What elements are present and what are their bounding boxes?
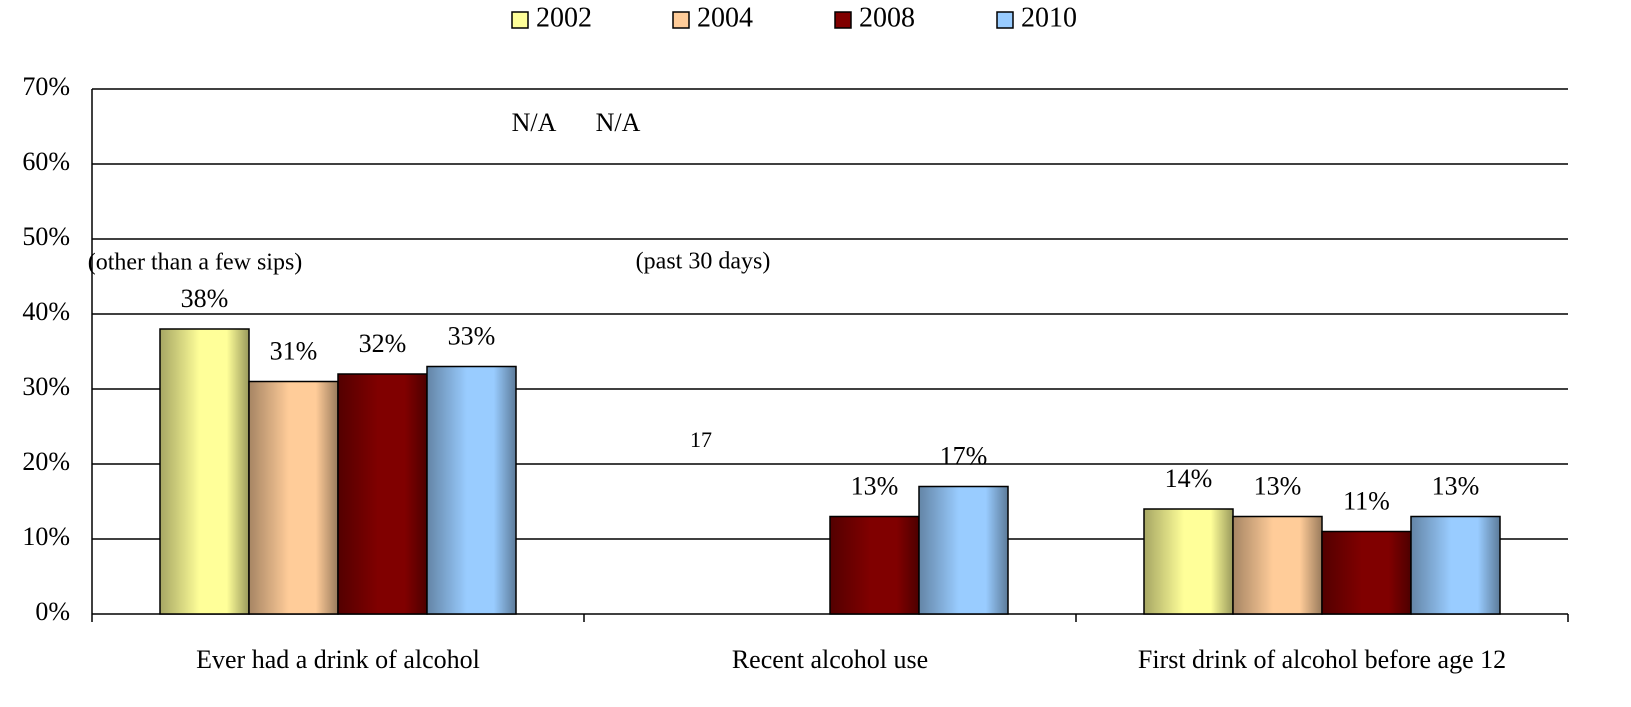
bar — [426, 365, 517, 615]
bar — [159, 328, 250, 615]
y-tick-label: 20% — [22, 447, 70, 476]
x-tick-label: First drink of alcohol before age 12 — [1138, 645, 1506, 674]
legend-label: 2008 — [859, 2, 915, 33]
legend-label: 2010 — [1021, 2, 1077, 33]
bar — [337, 373, 428, 615]
x-tick-label: Ever had a drink of alcohol — [196, 645, 480, 674]
bar — [829, 515, 920, 615]
data-label: 17% — [940, 441, 988, 470]
bar — [1232, 515, 1323, 615]
bar — [1143, 508, 1234, 615]
annotation: N/A — [596, 108, 641, 137]
y-tick-label: 30% — [22, 372, 70, 401]
bar — [1410, 515, 1501, 615]
legend-swatch — [672, 11, 690, 29]
y-tick-label: 40% — [22, 297, 70, 326]
y-tick-label: 10% — [22, 522, 70, 551]
legend-swatch — [511, 11, 529, 29]
bar — [248, 380, 339, 615]
bar — [1321, 530, 1412, 615]
bar — [918, 485, 1009, 615]
y-tick-label: 60% — [22, 147, 70, 176]
annotation: 17 — [690, 427, 712, 452]
y-tick-label: 0% — [35, 597, 70, 626]
data-label: 13% — [851, 471, 899, 500]
legend-swatch — [834, 11, 852, 29]
x-tick-label: Recent alcohol use — [732, 645, 928, 674]
legend-label: 2004 — [697, 2, 753, 33]
data-label: 31% — [270, 336, 318, 365]
y-tick-label: 70% — [22, 72, 70, 101]
annotation: (past 30 days) — [636, 249, 771, 275]
legend-swatch — [996, 11, 1014, 29]
data-label: 11% — [1343, 486, 1390, 515]
data-label: 13% — [1432, 471, 1480, 500]
data-label: 14% — [1165, 464, 1213, 493]
data-label: 13% — [1254, 471, 1302, 500]
data-label: 38% — [181, 284, 229, 313]
y-tick-label: 50% — [22, 222, 70, 251]
annotation: N/A — [512, 108, 557, 137]
data-label: 32% — [359, 329, 407, 358]
annotation: (other than a few sips) — [88, 250, 303, 276]
legend-label: 2002 — [536, 2, 592, 33]
data-label: 33% — [448, 321, 496, 350]
